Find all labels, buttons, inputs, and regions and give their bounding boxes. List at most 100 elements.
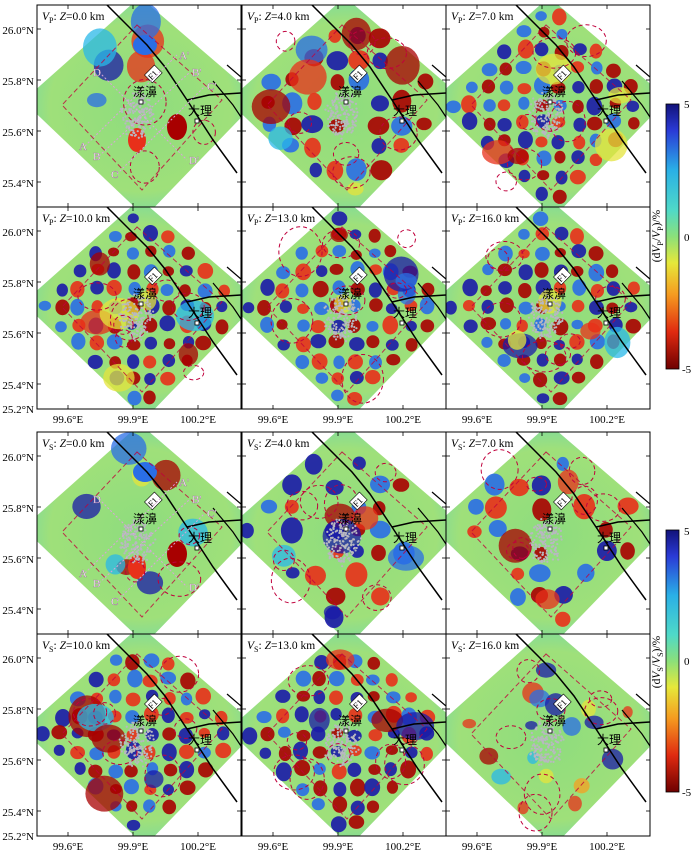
anomaly-blob (420, 319, 435, 333)
anomaly-blob (215, 319, 229, 335)
anomaly-blob (195, 335, 212, 351)
panel-ticks (37, 634, 241, 836)
anomaly-blob (309, 162, 322, 178)
resolution-contours (266, 653, 428, 820)
anomaly-blob (517, 39, 534, 59)
anomaly-blob (350, 282, 365, 297)
profile-endpoint-label: B' (192, 494, 201, 506)
y-tick-label: 26.0°N (2, 227, 34, 239)
panel-ticks (446, 207, 650, 409)
anomaly-blob (136, 571, 164, 595)
anomaly-blob (499, 62, 512, 76)
anomaly-blob (151, 459, 181, 491)
anomaly-blob (481, 299, 494, 314)
anomaly-blob (251, 89, 291, 125)
anomaly-blob (162, 799, 177, 815)
anomaly-blob (570, 61, 585, 74)
x-tick-label: 99.6°E (53, 841, 84, 853)
anomaly-blob (517, 131, 533, 149)
anomaly-blob (519, 373, 531, 383)
fault-lines (311, 207, 446, 376)
anomaly-blob (56, 283, 68, 297)
anomaly-blob (371, 138, 387, 155)
dali-marker (603, 320, 609, 326)
anomaly-blob (242, 522, 254, 539)
anomaly-blob (400, 760, 417, 779)
anomaly-blob (536, 393, 550, 404)
anomaly-blob (624, 301, 638, 313)
anomaly-blob (70, 745, 86, 760)
anomaly-blob (385, 339, 399, 351)
x-tick-label: 99.9°E (118, 414, 149, 426)
anomaly-blob (366, 320, 379, 332)
anomaly-blob (126, 247, 140, 260)
anomaly-blob (364, 778, 381, 797)
anomaly-blob (163, 763, 178, 777)
seismicity-cloud (118, 293, 155, 342)
anomaly-blob (369, 355, 382, 370)
anomaly-blob (70, 298, 85, 316)
anomaly-blob (497, 99, 511, 112)
profile-endpoint-label: D (93, 67, 101, 79)
y-tick-label: 25.2°N (2, 404, 34, 416)
anomaly-blob (260, 316, 275, 333)
seismicity-cloud (529, 720, 565, 766)
anomaly-layer (242, 211, 435, 406)
anomaly-layer (242, 453, 425, 629)
anomaly-blob (88, 764, 103, 778)
anomaly-blob (260, 726, 275, 742)
dali-marker (603, 118, 609, 124)
seismicity-cloud (323, 292, 360, 343)
anomaly-blob (125, 654, 140, 671)
anomaly-blob (421, 282, 435, 297)
anomaly-blob (367, 691, 380, 702)
anomaly-blob (364, 370, 381, 385)
resolution-contours (266, 226, 428, 404)
profile-endpoint-label: C (111, 169, 118, 181)
anomaly-blob (500, 318, 512, 330)
anomaly-blob (297, 319, 310, 332)
anomaly-blob (295, 283, 309, 298)
anomaly-blob (461, 95, 477, 114)
anomaly-blob (481, 63, 498, 77)
panel-ticks (242, 5, 446, 207)
anomaly-blob (276, 266, 291, 280)
anomaly-blob (552, 8, 567, 26)
anomaly-blob (371, 587, 390, 606)
yangbi-marker (547, 526, 553, 532)
anomaly-blob (571, 319, 584, 330)
anomaly-blob (626, 100, 640, 112)
anomaly-blob (499, 297, 514, 313)
anomaly-blob (260, 278, 275, 296)
panel-ticks (446, 634, 650, 836)
colorbar-vs-max: 5 (684, 526, 690, 538)
anomaly-blob (580, 322, 601, 340)
anomaly-blob (349, 371, 364, 385)
anomaly-blob (294, 706, 309, 723)
x-tick-label: 100.2°E (180, 414, 216, 426)
anomaly-blob (142, 224, 158, 242)
fault-label-f1: F1 (553, 491, 572, 511)
anomaly-blob (284, 499, 299, 514)
anomaly-blob (179, 780, 196, 796)
fault-lines (515, 432, 650, 601)
anomaly-blob (295, 336, 312, 353)
anomaly-blob (315, 265, 328, 278)
anomaly-blob (536, 150, 552, 167)
anomaly-blob (404, 746, 418, 759)
anomaly-blob (352, 456, 366, 470)
anomaly-blob (370, 475, 391, 494)
anomaly-blob (275, 762, 292, 782)
anomaly-blob (590, 354, 604, 370)
anomaly-blob (550, 81, 566, 94)
anomaly-blob (419, 297, 435, 315)
anomaly-blob (311, 353, 328, 370)
yangbi-label: 漾濞 (542, 84, 566, 99)
anomaly-blob (279, 300, 292, 313)
x-tick-label: 100.2°E (385, 414, 421, 426)
anomaly-blob (386, 354, 401, 366)
yangbi-label: 漾濞 (133, 84, 157, 99)
anomaly-blob (518, 169, 531, 183)
